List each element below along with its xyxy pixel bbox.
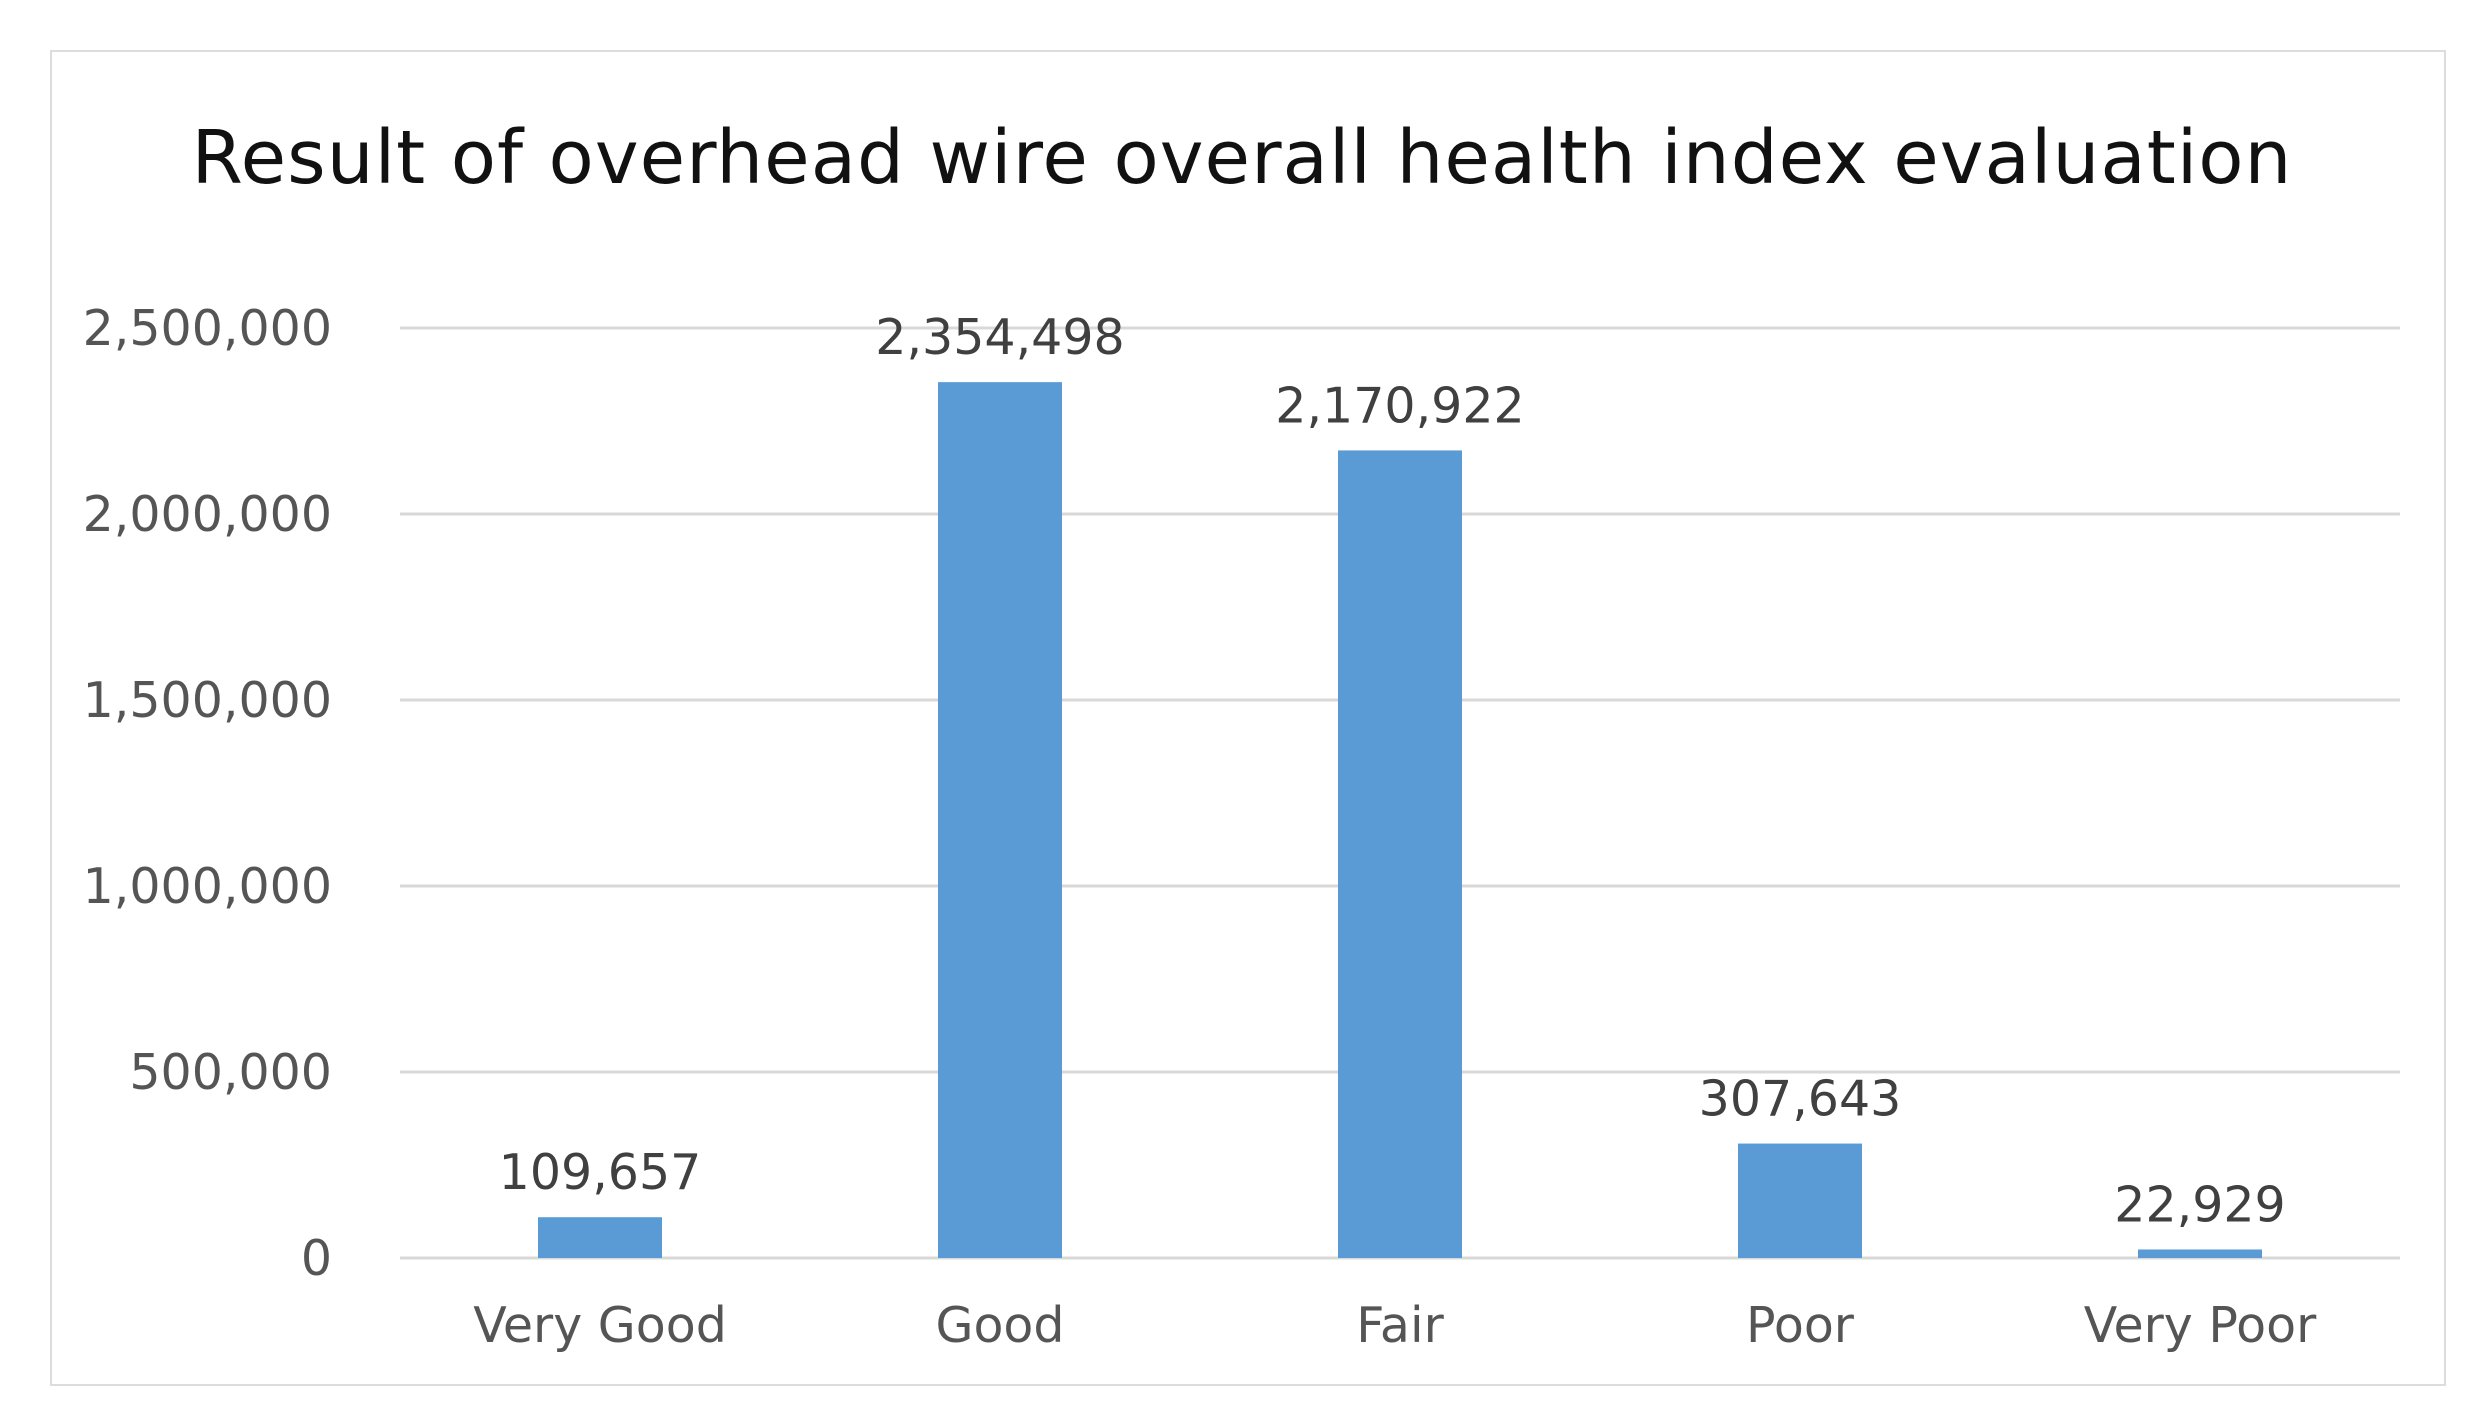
data-label: 2,354,498 [875,309,1124,366]
chart-frame [50,50,2446,1386]
data-labels: 109,657 2,354,498 2,170,922 307,643 22,929 [499,309,2286,1233]
y-tick-label: 2,500,000 [83,300,332,357]
x-category-label: Fair [1356,1297,1444,1354]
x-category-label: Very Poor [2084,1297,2317,1354]
data-label: 2,170,922 [1275,377,1524,434]
y-tick-label: 1,500,000 [83,672,332,729]
chart-title: Result of overhead wire overall health i… [191,115,2293,201]
bar-very-good [538,1217,662,1258]
y-tick-label: 0 [301,1230,332,1287]
x-axis-categories: Very Good Good Fair Poor Very Poor [473,1297,2317,1354]
data-label: 109,657 [499,1144,702,1201]
y-tick-label: 500,000 [129,1044,332,1101]
y-tick-label: 2,000,000 [83,486,332,543]
bar-poor [1738,1143,1862,1258]
y-axis-ticks: 0 500,000 1,000,000 1,500,000 2,000,000 2,500… [83,300,332,1287]
bar-very-poor [2138,1249,2262,1258]
y-tick-label: 1,000,000 [83,858,332,915]
data-label: 22,929 [2114,1176,2285,1233]
bars [538,382,2262,1259]
bar-fair [1338,450,1462,1259]
x-category-label: Very Good [473,1297,727,1354]
data-label: 307,643 [1699,1071,1902,1128]
bar-good [938,382,1062,1259]
x-category-label: Poor [1746,1297,1855,1354]
x-category-label: Good [935,1297,1064,1354]
